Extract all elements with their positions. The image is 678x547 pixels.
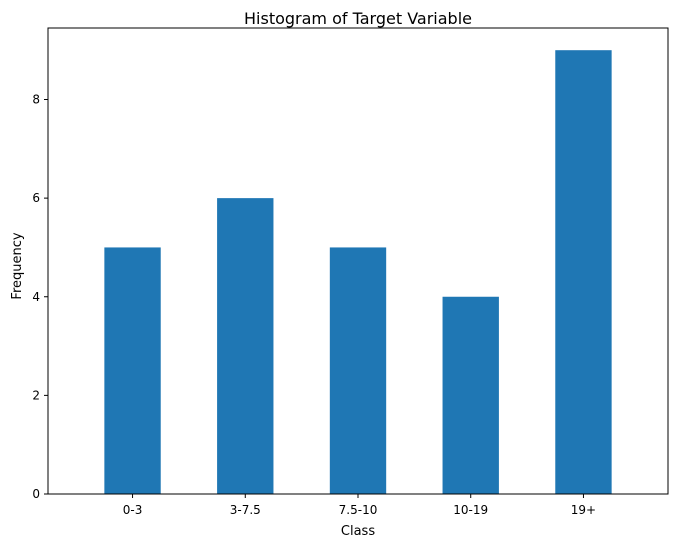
x-ticks-group: 0-3 3-7.5 7.5-10 10-19 19+ [123, 494, 596, 517]
bar-10-19 [442, 296, 499, 494]
bar-7.5-10 [329, 247, 387, 494]
bar-0-3 [104, 247, 161, 494]
y-tick-label: 2 [32, 388, 40, 402]
x-axis-label: Class [341, 524, 375, 539]
x-tick-label: 10-19 [453, 503, 488, 517]
x-tick-label: 19+ [571, 503, 596, 517]
y-tick-label: 4 [32, 290, 40, 304]
y-tick-label: 8 [32, 93, 40, 107]
y-tick-label: 6 [32, 191, 40, 205]
bar-3-7.5 [217, 198, 274, 494]
x-tick-label: 0-3 [123, 503, 143, 517]
y-tick-label: 0 [32, 487, 40, 501]
y-axis-label: Frequency [10, 232, 25, 299]
y-ticks-group: 0 2 4 6 8 [32, 93, 48, 501]
bar-19+ [555, 50, 612, 494]
x-tick-label: 3-7.5 [230, 503, 261, 517]
x-tick-label: 7.5-10 [339, 503, 378, 517]
chart-title: Histogram of Target Variable [244, 9, 472, 28]
plot-frame [47, 27, 669, 495]
bars-group [104, 50, 612, 494]
